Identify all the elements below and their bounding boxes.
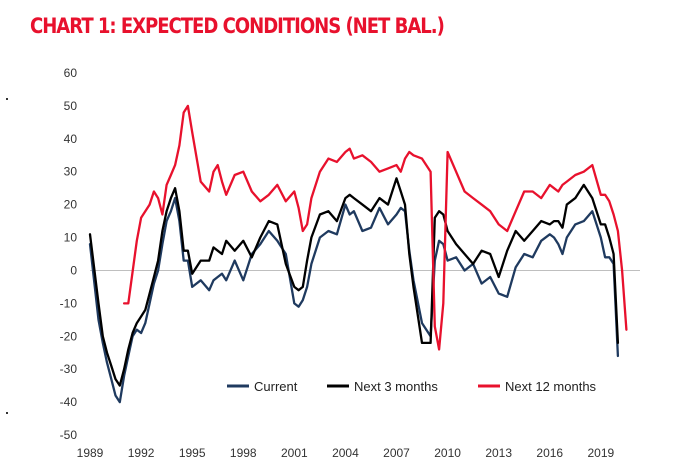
legend-label-next-3-months: Next 3 months — [354, 379, 438, 394]
x-tick-label: 1998 — [230, 446, 257, 460]
x-tick-label: 2019 — [587, 446, 614, 460]
chart-title: CHART 1: EXPECTED CONDITIONS (NET BAL.) — [30, 14, 445, 38]
x-tick-label: 2016 — [536, 446, 563, 460]
x-tick-label: 2001 — [281, 446, 308, 460]
y-tick-label: -40 — [60, 395, 78, 409]
series-line-next-3-months — [88, 177, 620, 387]
legend-label-next-12-months: Next 12 months — [505, 379, 597, 394]
y-tick-label: -20 — [60, 329, 78, 343]
x-tick-label: 1989 — [77, 446, 104, 460]
chart-legend: Current Next 3 months Next 12 months — [227, 379, 597, 394]
y-tick-label: 30 — [64, 165, 78, 179]
series-lines — [88, 104, 628, 404]
y-tick-label: 60 — [64, 66, 78, 80]
y-tick-label: 0 — [70, 263, 77, 277]
y-tick-label: 50 — [64, 99, 78, 113]
x-tick-label: 2010 — [434, 446, 461, 460]
x-tick-label: 2013 — [485, 446, 512, 460]
y-tick-label: 20 — [64, 198, 78, 212]
y-axis-ticks: 60 50 40 30 20 10 0 -10 -20 -30 -40 -50 — [60, 66, 78, 442]
x-tick-label: 1995 — [179, 446, 206, 460]
y-tick-label: 40 — [64, 132, 78, 146]
y-tick-label: 10 — [64, 231, 78, 245]
x-tick-label: 1992 — [128, 446, 155, 460]
legend-label-current: Current — [254, 379, 298, 394]
edge-mark — [6, 98, 8, 100]
x-axis-ticks: 1989 1992 1995 1998 2001 2004 2007 2010 2013 2016… — [77, 446, 615, 460]
edge-mark — [6, 412, 8, 414]
y-tick-label: -10 — [60, 296, 78, 310]
y-tick-label: -50 — [60, 428, 78, 442]
series-line-next-12-months — [122, 104, 628, 351]
x-tick-label: 2004 — [332, 446, 359, 460]
series-line-current — [88, 196, 620, 404]
y-tick-label: -30 — [60, 362, 78, 376]
x-tick-label: 2007 — [383, 446, 410, 460]
